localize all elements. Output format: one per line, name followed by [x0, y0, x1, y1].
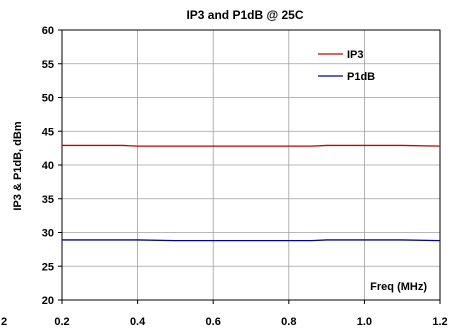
y-tick-labels: 20 25 30 35 40 45 50 55 60 [42, 25, 54, 307]
y-tick-label: 45 [42, 126, 54, 138]
y-tick-label: 55 [42, 59, 54, 71]
y-tick-label: 50 [42, 93, 54, 105]
legend: IP3 P1dB [318, 49, 375, 83]
plot-border [61, 29, 441, 301]
y-tick-label: 40 [42, 160, 54, 172]
series-line-p1db [62, 239, 441, 242]
x-tick-label-clipped: 2 [1, 316, 7, 328]
freq-annotation: Freq (MHz) [370, 281, 427, 293]
x-tick-label: 1.2 [432, 316, 447, 328]
y-tick-label: 35 [42, 194, 54, 206]
x-tick-label: 0.2 [54, 316, 69, 328]
x-tick-label: 0.8 [281, 316, 296, 328]
y-tick-label: 20 [42, 295, 54, 307]
y-tick-label: 60 [42, 25, 54, 37]
plot-frame [58, 29, 441, 304]
x-tick-label: 0.6 [206, 316, 221, 328]
x-tick-labels: 0.2 0.4 0.6 0.8 1.0 1.2 2 [1, 316, 448, 328]
x-tick-label: 1.0 [357, 316, 372, 328]
y-tick-label: 30 [42, 228, 54, 240]
x-tick-label: 0.4 [130, 316, 146, 328]
legend-label-p1db: P1dB [347, 71, 375, 83]
grid [62, 30, 440, 300]
series-lines [62, 144, 441, 242]
y-tick-label: 25 [42, 261, 54, 273]
y-axis-label: IP3 & P1dB, dBm [12, 121, 24, 210]
series-line-ip3 [62, 144, 441, 147]
legend-label-ip3: IP3 [347, 49, 364, 61]
chart-title: IP3 and P1dB @ 25C [186, 8, 303, 22]
